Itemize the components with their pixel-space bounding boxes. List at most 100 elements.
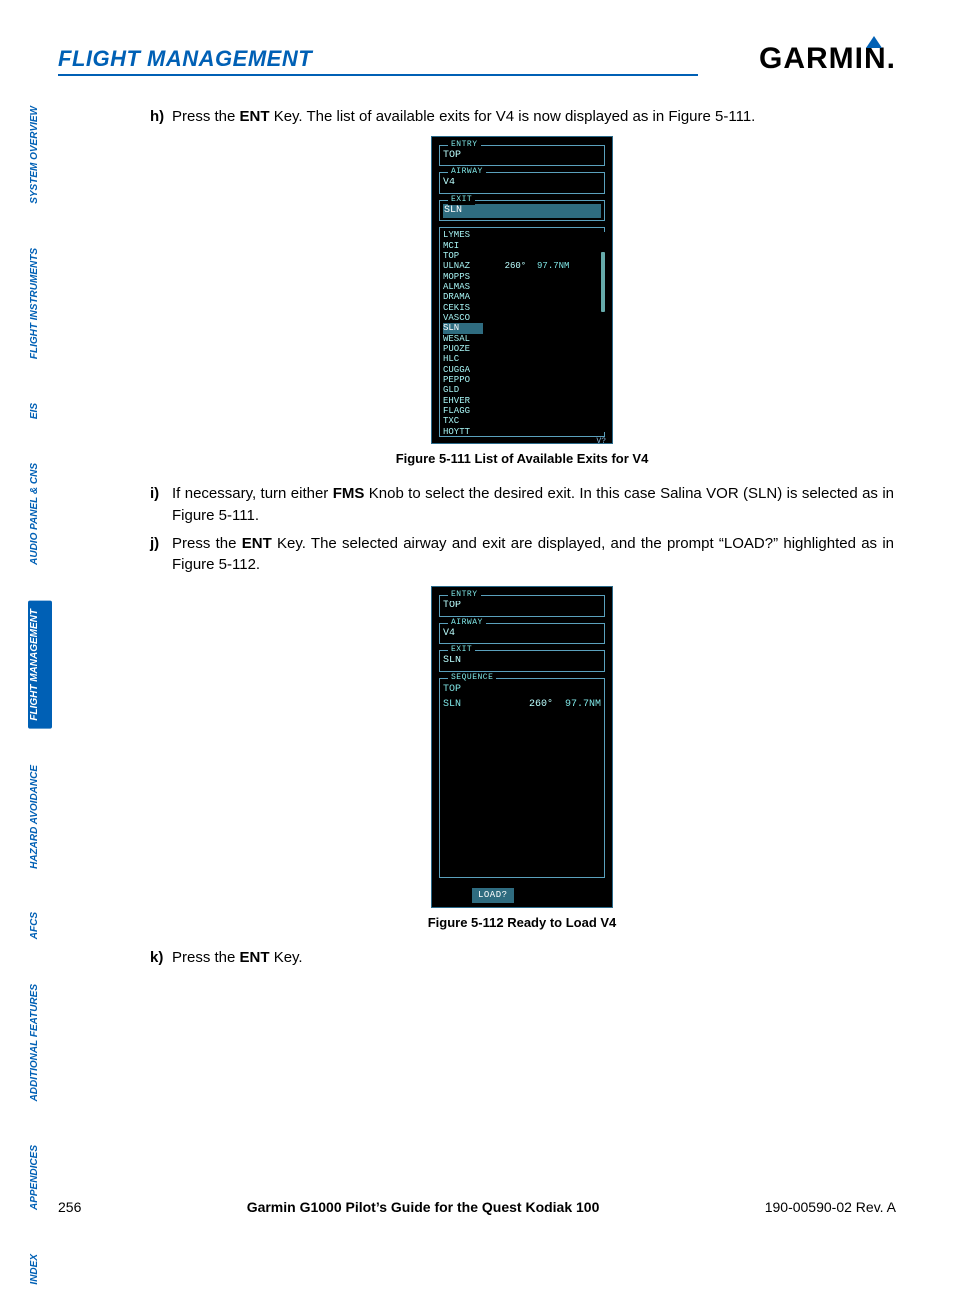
- waypoint-id: MOPPS: [443, 272, 483, 282]
- tab-additional-features[interactable]: ADDITIONAL FEATURES: [28, 976, 52, 1109]
- waypoint-row[interactable]: WESAL: [443, 334, 601, 344]
- doc-number: 190-00590-02 Rev. A: [765, 1199, 896, 1215]
- exit-label: EXIT: [448, 644, 475, 656]
- waypoint-row[interactable]: CUGGA: [443, 365, 601, 375]
- waypoint-row[interactable]: VASCO: [443, 313, 601, 323]
- waypoint-id: FLAGG: [443, 406, 483, 416]
- step-k: k) Press the ENT Key.: [150, 947, 894, 969]
- waypoint-row[interactable]: LYMES: [443, 230, 601, 240]
- sequence-row: TOP: [443, 683, 601, 698]
- entry-value: TOP: [443, 600, 461, 611]
- tab-system-overview[interactable]: SYSTEM OVERVIEW: [28, 98, 52, 212]
- scrollbar[interactable]: [600, 232, 606, 432]
- step-text: If necessary, turn either FMS Knob to se…: [172, 483, 894, 527]
- airway-field: AIRWAY V4: [439, 172, 605, 194]
- airway-label: AIRWAY: [448, 166, 486, 178]
- tab-afcs[interactable]: AFCS: [28, 904, 52, 947]
- page-header: FLIGHT MANAGEMENT GARMIN.: [58, 42, 896, 76]
- waypoint-row[interactable]: DRAMA: [443, 292, 601, 302]
- seq-wp: SLN: [443, 698, 461, 713]
- exit-value[interactable]: SLN: [443, 204, 601, 219]
- airway-field: AIRWAY V4: [439, 623, 605, 645]
- waypoint-row[interactable]: HOYTT: [443, 427, 601, 437]
- tab-audio-panel-cns[interactable]: AUDIO PANEL & CNS: [28, 455, 52, 573]
- waypoint-id: ULNAZ: [443, 261, 483, 271]
- load-button[interactable]: LOAD?: [472, 888, 514, 903]
- step-letter: i): [150, 483, 172, 527]
- tab-eis[interactable]: EIS: [28, 395, 52, 427]
- figure-5-111: ENTRY TOP AIRWAY V4 EXIT SLN V? LYMESMCI…: [150, 136, 894, 469]
- entry-field: ENTRY TOP: [439, 145, 605, 167]
- waypoint-row[interactable]: ALMAS: [443, 282, 601, 292]
- waypoint-row[interactable]: EHVER: [443, 396, 601, 406]
- airway-label: AIRWAY: [448, 617, 486, 629]
- step-letter: k): [150, 947, 172, 969]
- load-prompt-row: LOAD?: [436, 884, 608, 904]
- waypoint-row[interactable]: ULNAZ 260° 97.7NM: [443, 261, 601, 271]
- sequence-row: SLN 260° 97.7NM: [443, 698, 601, 713]
- waypoint-id: TXC: [443, 416, 483, 426]
- logo-dot: .: [887, 42, 896, 75]
- entry-label: ENTRY: [448, 589, 481, 601]
- airway-value: V4: [443, 628, 455, 639]
- waypoint-id: TOP: [443, 251, 483, 261]
- waypoint-row[interactable]: GLD: [443, 385, 601, 395]
- exit-label: EXIT: [448, 194, 475, 206]
- waypoint-row[interactable]: SLN: [443, 323, 601, 333]
- waypoint-row[interactable]: PEPPO: [443, 375, 601, 385]
- step-j: j) Press the ENT Key. The selected airwa…: [150, 533, 894, 577]
- step-i: i) If necessary, turn either FMS Knob to…: [150, 483, 894, 527]
- tab-hazard-avoidance[interactable]: HAZARD AVOIDANCE: [28, 757, 52, 877]
- avionics-display-1: ENTRY TOP AIRWAY V4 EXIT SLN V? LYMESMCI…: [431, 136, 613, 445]
- tab-flight-management[interactable]: FLIGHT MANAGEMENT: [28, 601, 52, 729]
- waypoint-row[interactable]: TOP: [443, 251, 601, 261]
- waypoint-id: LYMES: [443, 230, 483, 240]
- step-text: Press the ENT Key.: [172, 947, 894, 969]
- waypoint-id: MCI: [443, 241, 483, 251]
- sequence-field: SEQUENCE TOP SLN 260° 97.7NM: [439, 678, 605, 878]
- figure-5-112: ENTRY TOP AIRWAY V4 EXIT SLN SEQUENCE TO…: [150, 586, 894, 933]
- waypoint-id: PUOZE: [443, 344, 483, 354]
- waypoint-row[interactable]: FLAGG: [443, 406, 601, 416]
- garmin-logo: GARMIN.: [759, 42, 896, 76]
- figure-caption-2: Figure 5-112 Ready to Load V4: [150, 914, 894, 933]
- tab-index[interactable]: INDEX: [28, 1246, 52, 1293]
- page-content: h) Press the ENT Key. The list of availa…: [150, 106, 894, 975]
- tab-flight-instruments[interactable]: FLIGHT INSTRUMENTS: [28, 240, 52, 367]
- step-h: h) Press the ENT Key. The list of availa…: [150, 106, 894, 128]
- exit-value: SLN: [443, 655, 461, 666]
- page-number: 256: [58, 1199, 81, 1215]
- step-text: Press the ENT Key. The list of available…: [172, 106, 894, 128]
- waypoint-id: CEKIS: [443, 303, 483, 313]
- waypoint-id: PEPPO: [443, 375, 483, 385]
- waypoint-row[interactable]: PUOZE: [443, 344, 601, 354]
- exit-field: EXIT SLN: [439, 650, 605, 672]
- waypoint-id: ALMAS: [443, 282, 483, 292]
- waypoint-list[interactable]: V? LYMESMCITOPULNAZ 260° 97.7NMMOPPSALMA…: [439, 227, 605, 437]
- waypoint-id: VASCO: [443, 313, 483, 323]
- waypoint-row[interactable]: TXC: [443, 416, 601, 426]
- figure-caption-1: Figure 5-111 List of Available Exits for…: [150, 450, 894, 469]
- waypoint-id: WESAL: [443, 334, 483, 344]
- waypoint-row[interactable]: HLC: [443, 354, 601, 364]
- waypoint-id: DRAMA: [443, 292, 483, 302]
- waypoint-row[interactable]: CEKIS: [443, 303, 601, 313]
- waypoint-row[interactable]: MCI: [443, 241, 601, 251]
- exit-field: EXIT SLN: [439, 200, 605, 222]
- seq-heading: 260°: [529, 699, 553, 710]
- tab-appendices[interactable]: APPENDICES: [28, 1137, 52, 1218]
- entry-value: TOP: [443, 150, 461, 161]
- step-letter: h): [150, 106, 172, 128]
- sequence-label: SEQUENCE: [448, 672, 496, 684]
- footer-title: Garmin G1000 Pilot’s Guide for the Quest…: [247, 1199, 600, 1215]
- entry-field: ENTRY TOP: [439, 595, 605, 617]
- seq-wp: TOP: [443, 683, 461, 698]
- sidebar-tabs: SYSTEM OVERVIEW FLIGHT INSTRUMENTS EIS A…: [28, 98, 52, 1293]
- airway-value: V4: [443, 177, 455, 188]
- waypoint-id: GLD: [443, 385, 483, 395]
- waypoint-id: HOYTT: [443, 427, 483, 437]
- entry-label: ENTRY: [448, 139, 481, 151]
- waypoint-row[interactable]: MOPPS: [443, 272, 601, 282]
- waypoint-info: 260° 97.7NM: [483, 261, 569, 271]
- waypoint-id: EHVER: [443, 396, 483, 406]
